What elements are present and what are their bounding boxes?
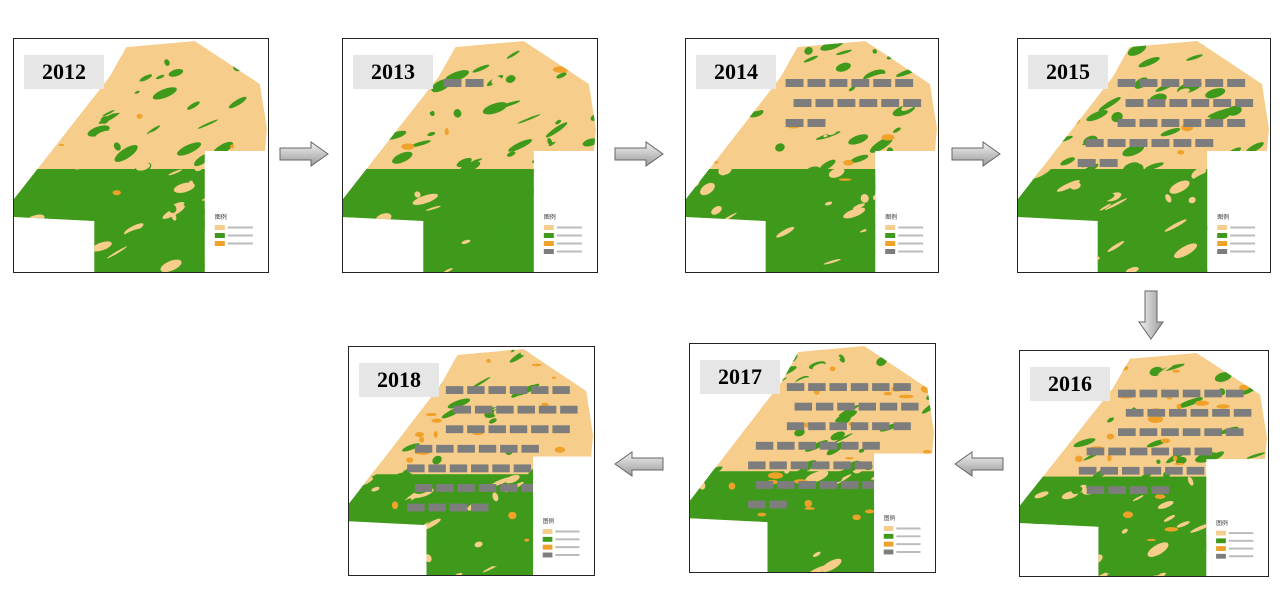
flow-arrow (614, 451, 664, 477)
map-panel: 图例 2014 (685, 38, 939, 273)
legend-swatch (1216, 538, 1226, 544)
map-panel: 图例 2013 (342, 38, 598, 273)
map: 图例 (349, 348, 594, 575)
legend-swatch (214, 233, 225, 238)
legend: 图例 (543, 213, 582, 254)
year-label: 2013 (353, 55, 433, 89)
flow-arrow (614, 141, 664, 167)
map: 图例 (14, 41, 267, 272)
legend-swatch (885, 225, 896, 230)
flow-arrow (951, 141, 1001, 167)
legend: 图例 (214, 213, 253, 246)
flow-arrow (279, 141, 329, 167)
legend-swatch (885, 233, 896, 238)
flow-arrow (1138, 290, 1164, 340)
legend-title: 图例 (215, 213, 227, 221)
legend-swatch (1217, 241, 1228, 246)
map: 图例 (343, 41, 596, 272)
legend-title: 图例 (544, 213, 556, 221)
legend: 图例 (883, 514, 921, 555)
legend-swatch (542, 536, 553, 542)
flow-arrow (954, 451, 1004, 477)
legend-swatch (883, 533, 894, 539)
map-panel: 图例 2015 (1017, 38, 1271, 273)
legend-swatch (543, 249, 554, 254)
legend-swatch (883, 526, 894, 531)
year-label: 2015 (1028, 55, 1108, 89)
map: 图例 (1018, 41, 1270, 272)
legend-title: 图例 (1216, 519, 1228, 527)
legend-swatch (214, 225, 225, 230)
legend-swatch (1217, 249, 1228, 254)
legend: 图例 (542, 517, 580, 558)
map: 图例 (1020, 352, 1268, 576)
legend-title: 图例 (543, 517, 555, 525)
legend-swatch (885, 249, 896, 254)
land-cover (1018, 41, 1270, 272)
legend-swatch (543, 241, 554, 246)
legend-swatch (883, 541, 894, 547)
legend-swatch (1216, 530, 1226, 536)
map-panel: 图例 2012 (13, 38, 269, 273)
legend: 图例 (1216, 519, 1254, 559)
legend-swatch (1217, 233, 1228, 238)
legend-title: 图例 (884, 514, 896, 522)
year-label: 2014 (696, 55, 776, 89)
map-panel: 图例 2016 (1019, 350, 1269, 577)
legend-swatch (214, 241, 225, 246)
map: 图例 (686, 41, 938, 272)
year-label: 2012 (24, 55, 104, 89)
legend: 图例 (885, 213, 924, 254)
legend-swatch (1216, 553, 1226, 559)
land-cover (14, 41, 267, 272)
legend-swatch (1216, 546, 1226, 551)
legend-swatch (542, 529, 553, 534)
legend-swatch (543, 225, 554, 230)
map: 图例 (690, 345, 935, 572)
legend-swatch (543, 233, 554, 238)
legend-swatch (542, 552, 553, 558)
year-label: 2016 (1030, 367, 1110, 401)
legend-title: 图例 (1217, 213, 1229, 221)
legend-swatch (885, 241, 896, 246)
year-label: 2017 (700, 360, 780, 394)
year-label: 2018 (359, 363, 439, 397)
legend-swatch (883, 549, 894, 555)
legend-swatch (1217, 225, 1228, 230)
legend: 图例 (1217, 213, 1256, 254)
map-panel: 图例 2018 (348, 346, 595, 576)
legend-title: 图例 (885, 213, 897, 221)
legend-swatch (542, 544, 553, 550)
map-panel: 图例 2017 (689, 343, 936, 573)
